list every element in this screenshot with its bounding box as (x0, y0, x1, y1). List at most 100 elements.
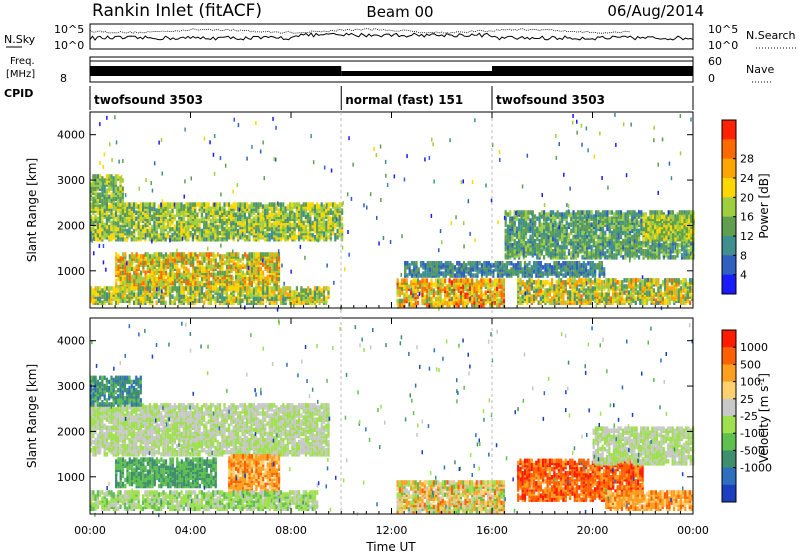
power-cell (298, 292, 300, 297)
power-cell (119, 286, 121, 291)
power-cell (219, 231, 221, 236)
power-cell (327, 202, 329, 207)
power-cell (113, 180, 115, 185)
power-cell (273, 202, 275, 207)
power-cell (119, 233, 121, 238)
power-cell (440, 278, 442, 283)
power-cell (147, 252, 149, 257)
power-cell (246, 277, 248, 282)
power-cell (312, 202, 314, 207)
power-cell (445, 261, 447, 266)
power-cell (289, 211, 291, 216)
power-cell (208, 206, 210, 211)
power-cell (201, 299, 203, 304)
power-cell (131, 231, 133, 236)
power-cell (547, 271, 549, 276)
freq-tick-8: 8 (60, 72, 67, 85)
power-cell (217, 294, 219, 299)
power-cell (412, 286, 414, 291)
power-cell (583, 267, 585, 272)
power-cell (289, 227, 291, 232)
power-cell (520, 239, 522, 244)
power-cell (244, 264, 246, 269)
power-cell (208, 202, 210, 207)
power-cell (115, 252, 117, 257)
power-cell (278, 262, 280, 267)
power-cell (289, 217, 291, 222)
power-cell (563, 212, 565, 217)
power-cell (534, 214, 536, 219)
power-cell (406, 261, 408, 266)
power-cell (104, 188, 106, 193)
power-cell (269, 202, 271, 207)
power-cell (145, 279, 147, 284)
power-cell (540, 267, 542, 272)
power-cell (106, 199, 108, 204)
power-cell (264, 231, 266, 236)
power-cell (126, 202, 128, 207)
power-cell (543, 255, 545, 260)
power-cell (514, 239, 516, 244)
power-cell (453, 284, 455, 289)
power-cell (307, 206, 309, 211)
power-cell (203, 252, 205, 257)
power-cell (106, 211, 108, 216)
power-cell (115, 283, 117, 288)
power-cell (264, 277, 266, 282)
power-cell (101, 301, 103, 306)
power-cell (552, 216, 554, 221)
power-cell (165, 252, 167, 257)
power-cell (248, 286, 250, 291)
power-cell (140, 202, 142, 207)
power-cell (406, 278, 408, 283)
power-cell (437, 301, 439, 306)
power-cell (219, 202, 221, 207)
power-cell (460, 282, 462, 287)
power-cell (147, 286, 149, 291)
power-cell (585, 263, 587, 268)
power-cell (167, 206, 169, 211)
power-cell (106, 286, 108, 291)
power-cell (99, 286, 101, 291)
power-cell (408, 284, 410, 289)
power-cell (431, 267, 433, 272)
power-cell (129, 273, 131, 278)
power-cell (153, 227, 155, 232)
power-cell (131, 260, 133, 265)
power-cell (300, 208, 302, 213)
power-cell (255, 271, 257, 276)
power-cell (609, 216, 611, 221)
power-cell (149, 273, 151, 278)
power-cell (262, 275, 264, 280)
power-cell (465, 263, 467, 268)
power-cell (92, 217, 94, 222)
power-cell (151, 292, 153, 297)
power-cell (595, 210, 597, 215)
power-cell (440, 261, 442, 266)
power-cell (597, 235, 599, 240)
power-cell (285, 286, 287, 291)
power-cell (158, 299, 160, 304)
power-cell (201, 252, 203, 257)
power-cell (108, 294, 110, 299)
power-cell (240, 264, 242, 269)
power-cell (95, 292, 97, 297)
power-cell (156, 294, 158, 299)
power-cell (435, 291, 437, 296)
power-cell (215, 262, 217, 267)
power-cell (410, 280, 412, 285)
power-cell (145, 271, 147, 276)
power-cell (203, 267, 205, 272)
power-cell (165, 233, 167, 238)
power-cell (296, 296, 298, 301)
power-cell (212, 279, 214, 284)
power-cell (180, 217, 182, 222)
power-cell (160, 273, 162, 278)
power-cell (327, 235, 329, 240)
power-cell (323, 221, 325, 226)
power-cell (151, 271, 153, 276)
power-cell (138, 273, 140, 278)
power-cell (550, 227, 552, 232)
power-cell (282, 286, 284, 291)
power-cell (239, 235, 241, 240)
